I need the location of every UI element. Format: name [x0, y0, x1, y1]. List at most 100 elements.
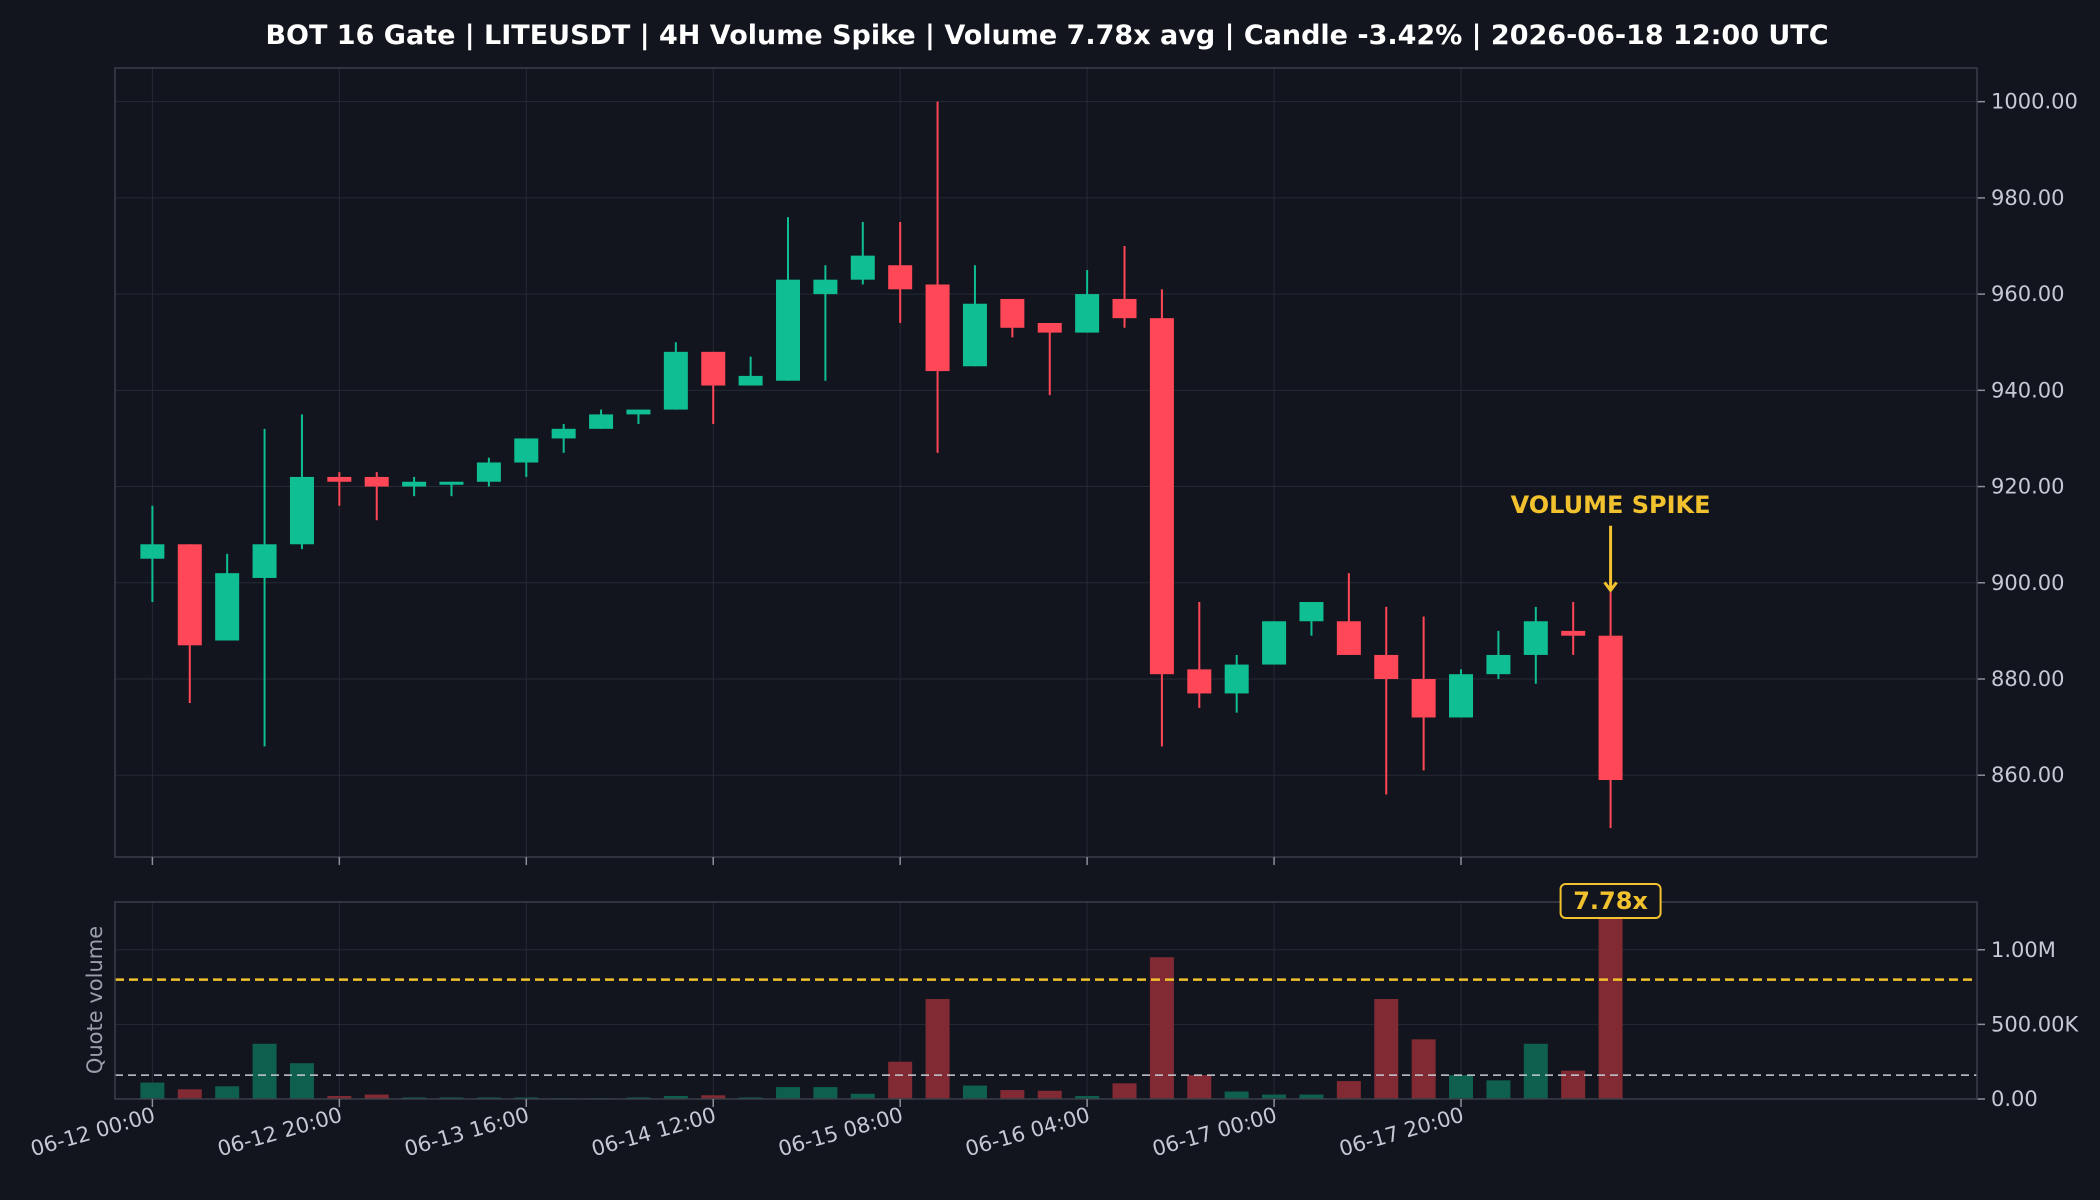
volume-bar: [1075, 1096, 1100, 1099]
candle-body: [888, 265, 913, 290]
candle-body: [1336, 621, 1361, 655]
candle-body: [1187, 669, 1212, 694]
volume-bar: [1374, 999, 1399, 1099]
candle-body: [1149, 318, 1174, 675]
volume-bar: [1112, 1083, 1137, 1099]
volume-panel-background: [115, 902, 1977, 1099]
volume-bar: [813, 1087, 838, 1099]
volume-bar: [1449, 1075, 1474, 1099]
candle-body: [626, 409, 651, 415]
volume-bar: [925, 999, 950, 1099]
price-tick-label: 960.00: [1991, 282, 2064, 306]
candle-body: [776, 279, 801, 381]
price-tick-label: 900.00: [1991, 571, 2064, 595]
candle-body: [252, 544, 277, 578]
candle-body: [1000, 298, 1025, 328]
volume-panel-frame: [114, 901, 1978, 1100]
price-tick-label: 940.00: [1991, 378, 2064, 402]
volume-spike-arrow-head: [1603, 581, 1618, 593]
price-panel-background: [115, 68, 1977, 857]
candle-body: [402, 481, 427, 487]
candle-body: [925, 284, 950, 372]
candle-body: [551, 428, 576, 439]
volume-bar: [1037, 1090, 1062, 1099]
price-tick-label: 1000.00: [1991, 90, 2078, 114]
volume-bar: [289, 1063, 314, 1099]
candles-layer: [140, 101, 1623, 829]
volume-bar: [177, 1089, 202, 1099]
volume-bar: [1598, 913, 1623, 1099]
volume-tick-label: 500.00K: [1991, 1012, 2079, 1036]
price-axis: 860.00 880.00 900.00 920.00 940.00 960.00 980.…: [1977, 90, 2078, 787]
candle-body: [738, 375, 763, 386]
chart-title: BOT 16 Gate | LITEUSDT | 4H Volume Spike…: [265, 20, 1828, 51]
price-tick-label: 920.00: [1991, 475, 2064, 499]
volume-bar: [1523, 1043, 1548, 1099]
candle-body: [215, 573, 240, 641]
price-panel-frame: [114, 67, 1978, 858]
volume-bar: [850, 1093, 875, 1099]
candle-body: [439, 481, 464, 485]
candle-body: [701, 351, 726, 386]
candle-body: [1075, 294, 1100, 333]
candle-body: [1299, 602, 1324, 622]
candle-body: [1112, 298, 1137, 319]
candle-body: [1598, 635, 1623, 781]
candle-body: [1037, 322, 1062, 333]
candle-body: [813, 279, 838, 295]
candle-body: [1411, 678, 1436, 718]
volume-spike-annotation: VOLUME SPIKE: [1511, 491, 1711, 593]
volume-axis-label: Quote volume: [83, 926, 107, 1074]
candle-body: [1561, 630, 1586, 636]
volume-bar: [1299, 1094, 1324, 1099]
spike-ratio-badge-box: [1559, 883, 1662, 919]
candle-body: [476, 462, 501, 482]
volume-bar: [1000, 1090, 1025, 1099]
volume-bar: [215, 1086, 240, 1099]
candle-body: [177, 544, 202, 646]
volume-bar: [776, 1087, 801, 1099]
volume-bar: [1411, 1039, 1436, 1099]
volume-bar: [1224, 1091, 1249, 1099]
volume-bar: [1486, 1080, 1511, 1099]
volume-panel: 0.00 500.00K 1.00M Quote volume 7.78x: [83, 883, 2079, 1111]
candle-body: [1224, 664, 1249, 694]
candle-body: [140, 544, 165, 559]
volume-tick-label: 1.00M: [1991, 938, 2056, 962]
price-tick-label: 880.00: [1991, 667, 2064, 691]
volume-bar: [327, 1096, 352, 1099]
candle-body: [1374, 654, 1399, 679]
price-panel: 860.00 880.00 900.00 920.00 940.00 960.00 980.…: [114, 67, 2078, 858]
volume-bar: [1187, 1075, 1212, 1099]
spike-ratio-badge-text: 7.78x: [1573, 887, 1648, 915]
candle-body: [289, 476, 314, 545]
candle-body: [327, 476, 352, 482]
volume-bar: [962, 1085, 987, 1099]
volume-bar: [364, 1094, 389, 1099]
candle-body: [1262, 621, 1287, 665]
candle-body: [1486, 654, 1511, 675]
volume-bar: [663, 1096, 688, 1099]
candle-body: [514, 438, 539, 463]
volume-bar: [140, 1082, 165, 1099]
volume-tick-label: 0.00: [1991, 1087, 2038, 1111]
volume-bar: [701, 1095, 726, 1099]
volume-bar: [1262, 1094, 1287, 1099]
price-tick-label: 860.00: [1991, 763, 2064, 787]
candle-body: [364, 476, 389, 487]
candle-body: [850, 255, 875, 280]
price-grid: [115, 68, 1977, 857]
volume-bar: [1336, 1081, 1361, 1099]
volume-axis: 0.00 500.00K 1.00M: [1977, 938, 2079, 1111]
volume-spike-label: VOLUME SPIKE: [1511, 491, 1711, 519]
volume-bar: [888, 1061, 913, 1099]
candle-body: [1523, 621, 1548, 655]
candle-body: [589, 414, 614, 429]
candle-body: [663, 351, 688, 410]
candle-body: [1449, 674, 1474, 718]
volume-bar: [252, 1043, 277, 1099]
price-tick-label: 980.00: [1991, 186, 2064, 210]
candle-body: [962, 303, 987, 367]
spike-ratio-badge: 7.78x: [1559, 883, 1662, 919]
